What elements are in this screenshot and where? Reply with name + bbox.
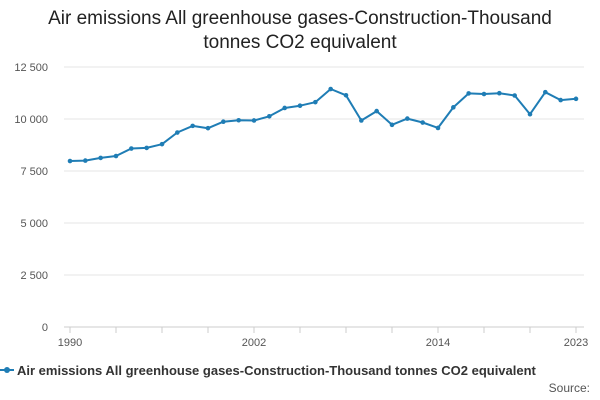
chart-title-line-1: Air emissions All greenhouse gases-Const…	[48, 8, 552, 29]
data-point[interactable]	[190, 123, 195, 129]
source-label: Source:	[548, 381, 590, 395]
series-line	[69, 88, 577, 162]
data-point[interactable]	[221, 119, 226, 125]
legend-series-label: Air emissions All greenhouse gases-Const…	[17, 362, 536, 378]
chart-title-line-2: tonnes CO2 equivalent	[203, 32, 397, 53]
data-point[interactable]	[205, 125, 211, 131]
x-tick-label: 1990	[58, 337, 82, 349]
data-point[interactable]	[98, 155, 103, 161]
data-point[interactable]	[451, 105, 456, 110]
data-point[interactable]	[343, 92, 349, 98]
y-tick-label: 10 000	[14, 114, 48, 126]
data-point[interactable]	[512, 93, 517, 98]
y-tick-label: 12 500	[14, 62, 48, 74]
data-point[interactable]	[543, 89, 548, 95]
data-point[interactable]	[236, 117, 241, 123]
data-point[interactable]	[558, 97, 563, 103]
data-point[interactable]	[527, 111, 533, 117]
y-tick-label: 7 500	[20, 166, 48, 178]
data-point[interactable]	[113, 153, 119, 159]
data-point[interactable]	[144, 145, 149, 151]
legend-series-marker-icon	[0, 364, 14, 376]
data-point[interactable]	[389, 122, 395, 128]
legend[interactable]: Air emissions All greenhouse gases-Const…	[0, 360, 536, 380]
x-tick-label: 2002	[242, 337, 266, 349]
data-point[interactable]	[328, 86, 333, 92]
data-point[interactable]	[466, 91, 471, 96]
data-point[interactable]	[374, 108, 379, 114]
y-tick-label: 5 000	[20, 218, 48, 230]
data-point[interactable]	[420, 120, 425, 125]
data-point[interactable]	[359, 118, 364, 123]
data-point[interactable]	[573, 96, 579, 102]
data-point[interactable]	[175, 130, 180, 135]
data-point[interactable]	[83, 158, 88, 163]
data-point[interactable]	[267, 113, 272, 119]
data-point[interactable]	[405, 116, 410, 121]
data-point[interactable]	[129, 146, 134, 151]
data-point[interactable]	[282, 105, 287, 111]
data-point[interactable]	[481, 91, 487, 97]
data-point[interactable]	[435, 125, 441, 131]
data-point[interactable]	[251, 118, 257, 123]
x-tick-label: 2023	[564, 337, 588, 349]
data-point[interactable]	[159, 141, 165, 147]
data-point[interactable]	[313, 99, 318, 105]
chart-title: Air emissions All greenhouse gases-Const…	[0, 7, 600, 55]
data-point[interactable]	[497, 90, 502, 96]
data-point[interactable]	[297, 103, 303, 108]
x-tick-label: 2014	[426, 337, 450, 349]
y-tick-label: 2 500	[20, 270, 48, 282]
data-point[interactable]	[67, 158, 73, 164]
y-tick-label: 0	[42, 322, 48, 334]
